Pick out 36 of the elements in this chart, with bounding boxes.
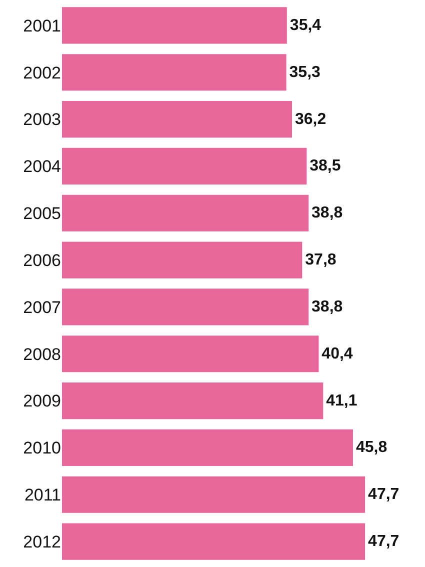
data-label: 45,8 [356, 439, 388, 456]
bar [62, 476, 366, 513]
data-label: 38,5 [310, 158, 341, 175]
bar [62, 54, 286, 91]
y-tick-label: 2004 [23, 157, 61, 176]
data-label: 35,4 [290, 16, 322, 34]
y-tick-label: 2009 [23, 392, 61, 411]
bar [62, 194, 309, 232]
data-label: 40,4 [322, 345, 353, 362]
bar [62, 382, 324, 420]
data-label: 38,8 [312, 298, 343, 316]
y-tick-label: 2005 [23, 204, 61, 224]
data-label: 37,8 [305, 252, 336, 269]
data-label: 38,8 [312, 204, 343, 222]
y-tick-label: 2002 [23, 63, 61, 82]
bar [62, 523, 366, 560]
bar [62, 288, 309, 326]
bar [62, 429, 353, 466]
y-tick-label: 2001 [23, 16, 61, 36]
bar [62, 100, 292, 138]
y-tick-label: 2010 [23, 438, 61, 458]
data-label: 35,3 [289, 64, 321, 81]
bar [62, 7, 287, 44]
bar [62, 242, 302, 278]
bar [62, 336, 319, 372]
bar [62, 148, 307, 185]
data-label: 47,7 [368, 486, 400, 504]
y-tick-label: 2012 [23, 532, 61, 552]
y-tick-label: 2007 [23, 298, 61, 317]
y-tick-label: 2011 [24, 486, 61, 505]
y-tick-label: 2008 [23, 344, 61, 364]
y-tick-label: 2003 [23, 110, 61, 130]
data-label: 41,1 [326, 392, 358, 410]
y-tick-label: 2006 [23, 250, 61, 270]
data-label: 36,2 [294, 110, 326, 128]
data-label: 47,7 [368, 533, 400, 550]
